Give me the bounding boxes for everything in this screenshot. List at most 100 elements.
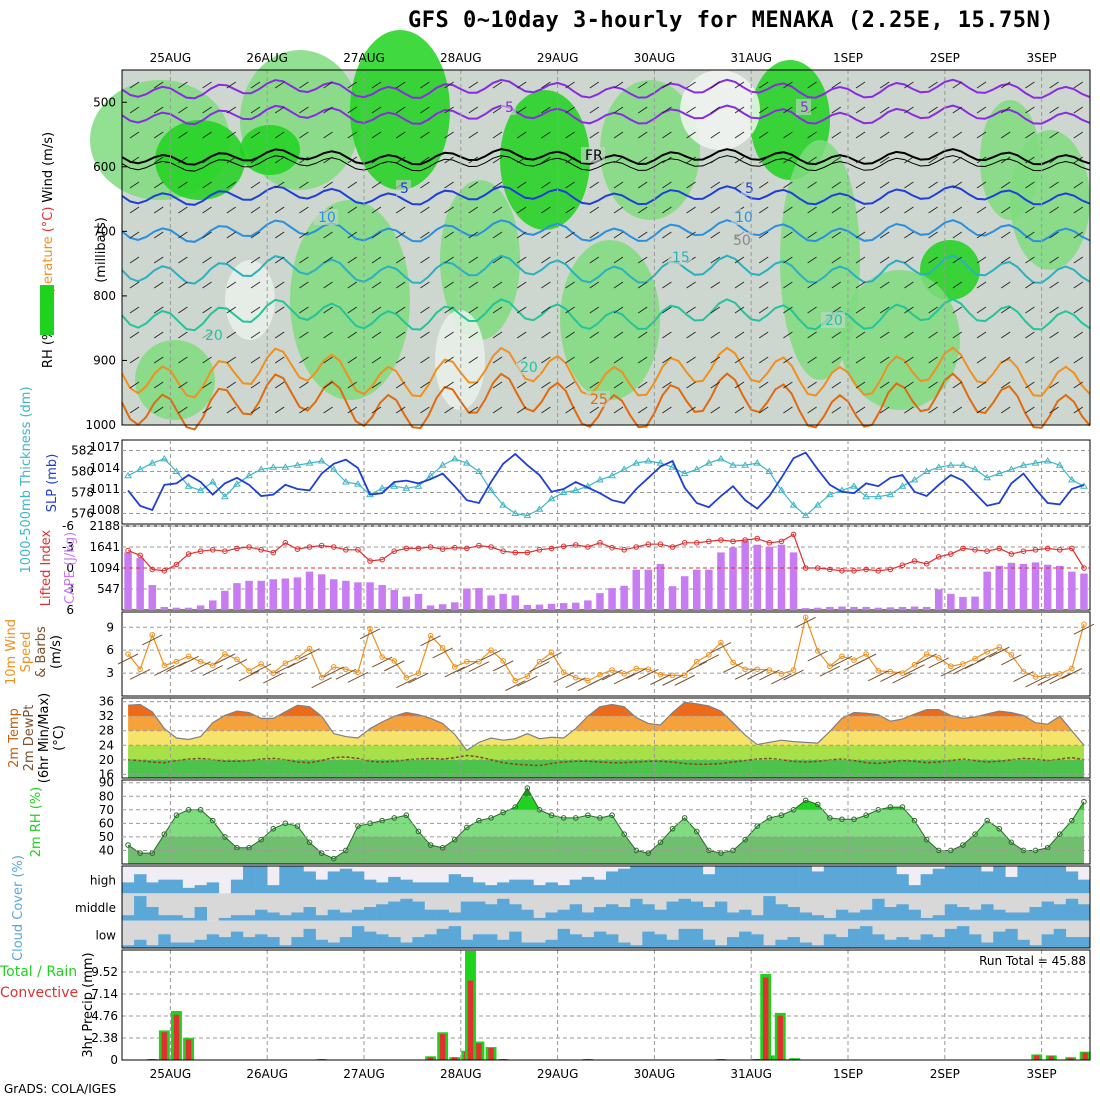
wind-barb	[758, 156, 769, 164]
wind-barb	[904, 281, 914, 289]
cloud-cell	[811, 871, 825, 894]
wind-barb	[589, 206, 600, 214]
wind-speed-point	[185, 653, 192, 660]
thickness-point	[426, 471, 435, 479]
precip-convective-bar	[439, 1034, 446, 1060]
cloud-cell	[1053, 928, 1067, 948]
li-tick: 6	[66, 603, 74, 617]
wind-barb	[395, 356, 406, 364]
wind-barb	[323, 231, 333, 239]
wind-barb	[202, 156, 212, 164]
lifted-index-point	[1020, 548, 1027, 555]
cloud-cell	[497, 898, 510, 921]
cloud-cell	[690, 928, 704, 948]
cloud-cell	[993, 909, 1006, 921]
date-label-top: 27AUG	[343, 51, 385, 65]
cape-tick: 547	[97, 582, 120, 596]
wind-barb	[879, 331, 890, 339]
wind-barb-10m	[819, 665, 841, 677]
wind-speed-point	[923, 651, 930, 657]
wind-barb	[952, 406, 963, 414]
wind-barb	[662, 81, 672, 89]
wind-speed-point	[984, 648, 990, 655]
cape-bar	[656, 563, 665, 610]
cape-bar	[378, 585, 386, 610]
contour-label: 5	[745, 181, 754, 197]
wind-barb	[1025, 231, 1035, 239]
cloud-cell	[763, 945, 776, 948]
wind-barb	[613, 231, 624, 239]
cape-bar	[535, 604, 544, 610]
wind-barb	[202, 356, 212, 364]
thickness-point	[741, 461, 750, 468]
wind-barb	[516, 256, 527, 264]
wind-barb-10m	[420, 635, 441, 647]
wind-barb	[178, 106, 188, 114]
thickness-point	[475, 467, 483, 474]
legend-total-rain: Total / Rain	[0, 964, 77, 980]
wind-barb	[928, 131, 938, 139]
thickness-point	[910, 475, 919, 483]
thickness-point	[620, 465, 629, 472]
contour-label-bg	[796, 99, 811, 115]
rh2m-label: 2m RH (%)	[29, 787, 44, 858]
wind-barb	[976, 81, 987, 89]
wind-barb	[468, 231, 479, 239]
cloud-cell	[775, 866, 788, 894]
lifted-index-point	[597, 540, 603, 546]
wind-barb	[879, 156, 890, 164]
wind-barb	[855, 406, 866, 414]
wind-barb-10m	[214, 653, 236, 665]
wind-barb	[202, 281, 212, 289]
cape-bar	[414, 593, 423, 610]
wind-barb	[516, 81, 527, 89]
wind-barb	[758, 231, 769, 239]
wind-barb	[783, 331, 793, 339]
cloud-cell	[243, 937, 256, 948]
cloud-cell	[956, 926, 970, 948]
wind-barb	[686, 381, 696, 389]
wind-barb	[129, 281, 140, 289]
lifted-index-point	[863, 566, 869, 573]
cloud-cell	[1077, 937, 1091, 948]
cloud-cell	[158, 934, 171, 948]
wind-speed-point	[536, 658, 543, 665]
cloud-cell	[872, 934, 885, 948]
thickness-point	[208, 478, 217, 485]
wind-barb	[807, 256, 817, 264]
wind-barb	[613, 131, 624, 139]
wind-barb	[323, 306, 333, 314]
date-label-top: 3SEP	[1027, 51, 1057, 65]
wind-barb	[855, 181, 866, 189]
wind-barb	[541, 306, 551, 314]
wind-speed-point	[524, 673, 531, 679]
wind-barb	[323, 406, 333, 414]
cloud-cell	[872, 866, 885, 894]
wind-barb	[178, 231, 188, 239]
wind-barb	[226, 356, 237, 364]
cloud-cell	[255, 909, 268, 921]
cloud-cell	[448, 912, 462, 921]
wind-barb	[516, 206, 527, 214]
wind-barb-10m	[771, 673, 792, 685]
wind-barb	[347, 106, 358, 114]
wind-barb	[710, 106, 721, 114]
precip-tick: 0	[110, 1053, 118, 1067]
lifted-index-point	[318, 542, 325, 549]
thickness-point	[317, 457, 326, 464]
wind-barb-10m	[976, 651, 998, 663]
precip-label-line: 3hr Precip (mm)	[81, 952, 96, 1057]
rh2m-point	[464, 824, 470, 831]
wind-barb	[250, 306, 261, 314]
cloud-cell	[460, 939, 474, 948]
wind-speed-point	[451, 664, 458, 670]
wind-barb-10m	[166, 661, 187, 673]
cloud-cell	[811, 915, 825, 921]
wind-barb	[976, 231, 987, 239]
temp2m-label-text: 2m Temp2m DewPt(6hr Min/Max)(°C)	[7, 693, 67, 783]
wind-barb	[1000, 181, 1011, 189]
cape-bar	[463, 588, 471, 610]
cloud-cell	[388, 901, 401, 921]
cape-bar	[1055, 565, 1064, 610]
rh-tick: 80	[99, 789, 114, 803]
